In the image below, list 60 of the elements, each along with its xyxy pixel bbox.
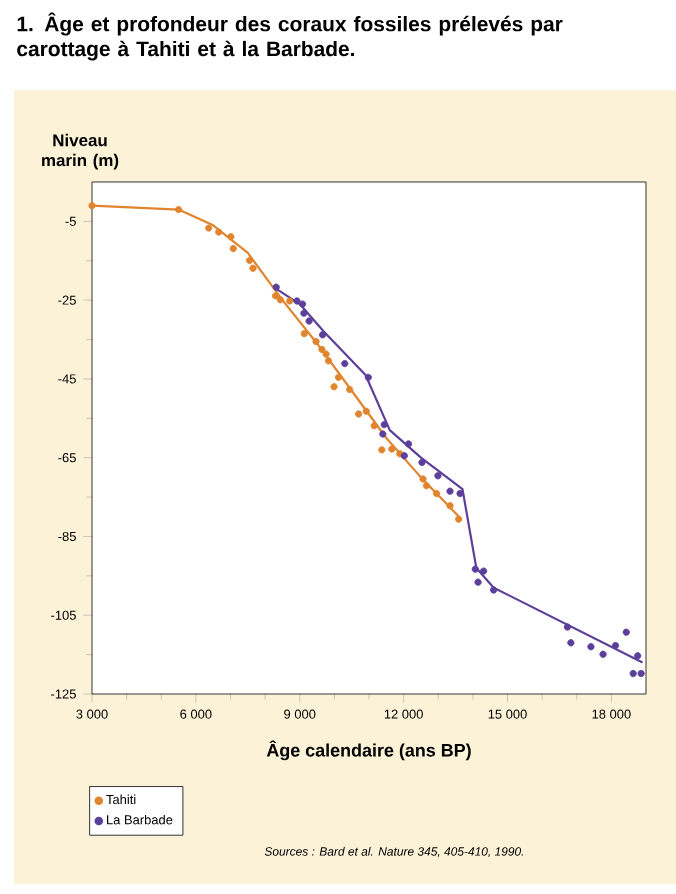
x-axis-title: Âge calendaire (ans BP) [266,740,471,761]
point [272,283,280,291]
point [318,345,326,353]
point [370,422,378,430]
point [388,445,396,453]
point [319,331,327,339]
point [637,669,645,678]
point [567,639,575,647]
point [174,205,183,214]
point [404,440,413,448]
point [364,373,372,381]
point [276,296,284,304]
point [587,643,595,651]
point [227,233,235,241]
point [324,357,333,365]
point [362,407,370,415]
point [300,309,308,317]
point [298,300,307,308]
chart-title: 1. Âge et profondeur des coraux fossiles prélevés par carottage à Tahiti et à la Barbade. [17,12,563,61]
point [419,475,427,483]
point [346,385,354,394]
point [330,383,338,391]
point [422,482,431,490]
point [380,421,388,429]
point [432,489,441,498]
point [456,489,464,498]
point [434,472,442,480]
point [378,446,386,454]
point [205,224,213,232]
point [271,292,280,300]
point [480,567,488,575]
point [249,264,257,272]
point [312,337,320,346]
point [293,297,301,305]
point [88,202,96,210]
point [446,487,454,495]
point [446,502,454,510]
point [245,256,254,264]
point [379,430,387,438]
point [334,373,343,381]
point [300,330,308,338]
point [490,586,498,594]
point [355,410,363,418]
point [611,641,620,650]
point [286,297,294,305]
point [215,228,223,236]
point [622,628,630,636]
point [563,623,571,631]
point [229,244,237,253]
point [474,578,482,586]
point [322,350,330,358]
point [305,317,313,325]
point [629,669,637,678]
point [455,515,463,523]
point [599,650,607,658]
point [418,458,426,466]
point [471,565,479,573]
point [341,359,349,368]
point [634,652,642,660]
y-axis-title: Niveau marin (m) [42,133,119,170]
